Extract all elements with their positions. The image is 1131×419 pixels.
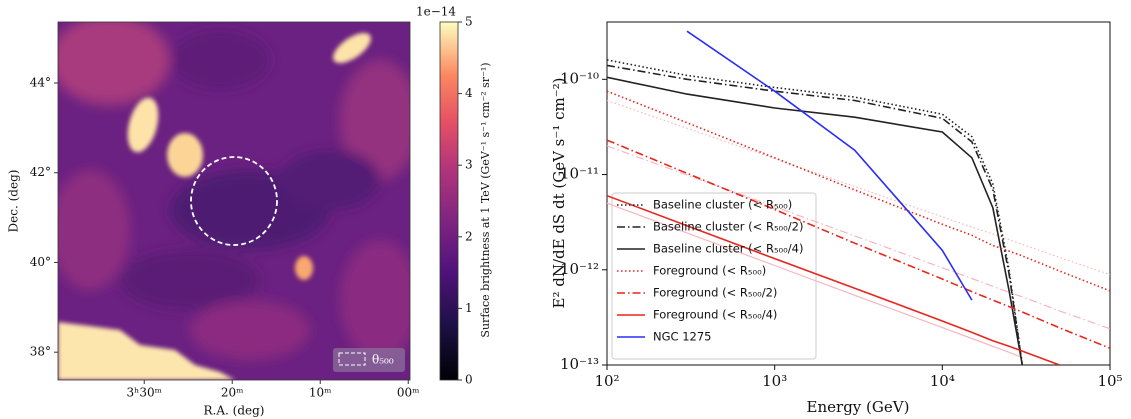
legend-label: Baseline cluster (< R₅₀₀/2) (653, 220, 803, 234)
y-tick-label: 10⁻¹¹ (560, 165, 599, 183)
x-tick-label: 10³ (762, 372, 787, 390)
y-tick-label: 42° (30, 165, 51, 179)
y-tick-label: 38° (30, 345, 51, 359)
x-tick-label: 3ʰ30ᵐ (127, 386, 162, 400)
y-axis-label: Dec. (deg) (7, 170, 21, 233)
colorbar-offset: 1e−14 (416, 5, 456, 19)
y-tick-label: 40° (30, 255, 51, 269)
legend-label: Baseline cluster (< R₅₀₀/4) (653, 242, 803, 256)
colorbar-tick-label: 3 (465, 158, 473, 172)
plot-frame (606, 21, 1111, 366)
colorbar-tick-label: 5 (465, 15, 473, 29)
legend-box (611, 192, 817, 360)
map-legend (333, 348, 405, 372)
colorbar-tick-label: 4 (465, 86, 473, 100)
series-line (686, 30, 973, 301)
legend: Baseline cluster (< R₅₀₀) Baseline cluste… (617, 198, 803, 344)
map-frame (57, 21, 411, 381)
colorbar (439, 21, 459, 381)
series-line (607, 99, 1110, 276)
series-line (607, 64, 1024, 365)
series-line (607, 202, 1023, 359)
legend-label: Foreground (< R₅₀₀) (653, 264, 766, 278)
series-line (607, 76, 1024, 365)
x-tick-label: 10⁴ (930, 372, 955, 390)
legend-label: Foreground (< R₅₀₀/2) (653, 286, 777, 300)
x-tick-label: 00ᵐ (397, 386, 420, 400)
x-axis-label: Energy (GeV) (807, 398, 910, 416)
x-axis-label: R.A. (deg) (204, 404, 265, 418)
y-tick-label: 10⁻¹⁰ (560, 69, 599, 87)
theta500-circle (190, 156, 278, 246)
legend-label: θ₅₀₀ (372, 353, 394, 367)
x-tick-label: 20ᵐ (221, 386, 244, 400)
series-line (607, 145, 1110, 330)
legend-label: Foreground (< R₅₀₀/4) (653, 308, 777, 322)
y-axis-label: E² dN/dE dS dt (GeV s⁻¹ cm⁻²) (550, 78, 568, 309)
legend-swatch (338, 352, 366, 366)
colorbar-tick-label: 2 (465, 229, 473, 243)
x-tick-label: 10ᵐ (309, 386, 332, 400)
colorbar-label: Surface brightness at 1 TeV (GeV⁻¹ s⁻¹ c… (479, 62, 492, 337)
series-line (607, 194, 1060, 365)
sky-map (58, 22, 410, 380)
x-tick-label: 10² (594, 372, 619, 390)
y-tick-label: 10⁻¹² (560, 260, 599, 278)
legend-label: Baseline cluster (< R₅₀₀) (653, 198, 792, 212)
plot-area (607, 30, 1110, 365)
y-tick-label: 44° (30, 76, 51, 90)
y-tick-label: 10⁻¹³ (560, 355, 599, 373)
colorbar-tick-label: 0 (465, 373, 473, 387)
series-line (607, 90, 1110, 292)
colorbar-tick-label: 1 (465, 301, 473, 315)
series-line (607, 139, 1110, 349)
legend-label: NGC 1275 (653, 330, 711, 344)
x-tick-label: 10⁵ (1097, 372, 1122, 390)
